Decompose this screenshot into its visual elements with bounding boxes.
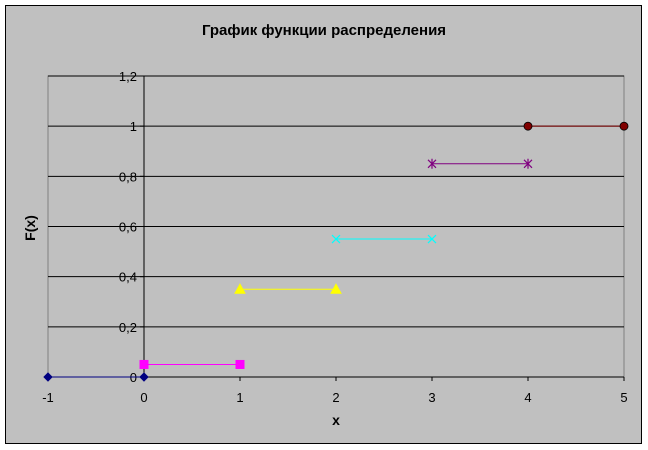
- point-marker: [139, 359, 149, 369]
- data-point: [523, 158, 533, 169]
- point-marker: [235, 359, 245, 369]
- chart-svg: График функции распределения 0 0,2 0,4 0,6 0…: [22, 22, 629, 428]
- chart-title: График функции распределения: [202, 22, 446, 39]
- data-point: [619, 121, 629, 131]
- chart-frame: График функции распределения 0 0,2 0,4 0,6 0…: [5, 5, 642, 444]
- point-marker: [43, 372, 53, 382]
- y-axis-title: F(x): [22, 215, 38, 241]
- data-point: [523, 121, 533, 131]
- point-marker: [523, 121, 533, 131]
- point-marker: [139, 372, 149, 382]
- y-tick-label: 0,2: [119, 320, 137, 335]
- point-marker: [619, 121, 629, 131]
- y-tick-label: 1: [130, 119, 137, 134]
- data-point: [139, 359, 149, 369]
- x-tick-label: 1: [236, 390, 243, 405]
- point-marker: [234, 283, 246, 294]
- x-axis-title: x: [332, 412, 340, 428]
- x-tick-label: 5: [620, 390, 627, 405]
- x-tick-label: 2: [332, 390, 339, 405]
- y-tick-label: 1,2: [119, 69, 137, 84]
- y-tick-label: 0,4: [119, 270, 137, 285]
- data-point: [235, 359, 245, 369]
- x-tick-label: -1: [42, 390, 54, 405]
- x-tick-label: 4: [524, 390, 531, 405]
- x-tick-label: 3: [428, 390, 435, 405]
- y-tick-label: 0,6: [119, 220, 137, 235]
- data-point: [330, 283, 342, 294]
- data-point: [331, 234, 341, 244]
- point-marker: [330, 283, 342, 294]
- point-marker: [523, 158, 533, 169]
- x-tick-label: 0: [140, 390, 147, 405]
- point-marker: [427, 158, 437, 169]
- data-point: [234, 283, 246, 294]
- point-marker: [331, 234, 341, 244]
- data-point: [139, 372, 149, 382]
- y-tick-label: 0,8: [119, 169, 137, 184]
- data-point: [427, 158, 437, 169]
- data-point: [43, 372, 53, 382]
- data-point: [427, 234, 437, 244]
- point-marker: [427, 234, 437, 244]
